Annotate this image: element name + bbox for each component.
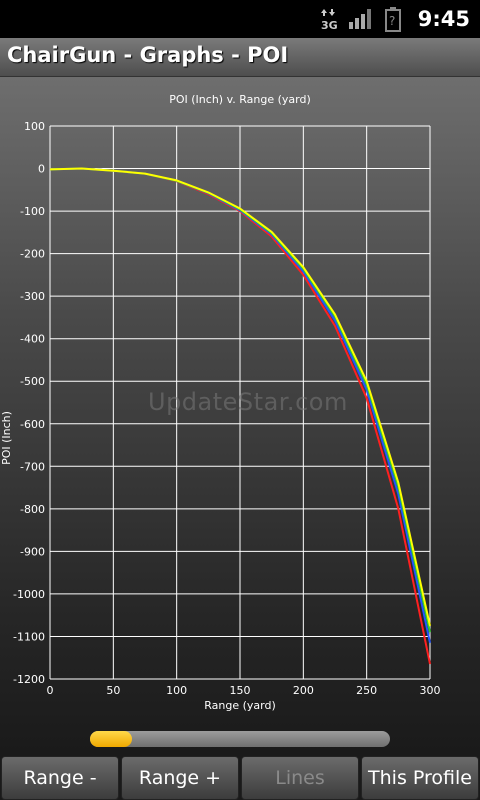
status-bar: 3G ? 9:45	[0, 0, 480, 38]
svg-text:?: ?	[389, 14, 395, 28]
series-lines	[49, 167, 431, 665]
range-minus-button[interactable]: Range -	[1, 756, 119, 800]
range-slider[interactable]	[90, 731, 390, 747]
y-tick-label: -1200	[13, 673, 45, 686]
y-axis-label: POI (Inch)	[0, 411, 13, 465]
graph-area: 0 50 100 150 200 250 300 100 0 -100 -200 -300 -400 -5…	[0, 77, 480, 754]
y-tick-label: -600	[20, 418, 45, 431]
poi-chart: 0 50 100 150 200 250 300 100 0 -100 -200 -300 -400 -5…	[0, 93, 441, 712]
y-tick-label: -900	[20, 545, 45, 558]
x-tick-label: 0	[47, 684, 54, 697]
y-tick-label: -700	[20, 460, 45, 473]
data-arrows-icon: 3G	[320, 7, 338, 31]
y-tick-label: -100	[20, 205, 45, 218]
app-title: ChairGun - Graphs - POI	[7, 43, 289, 67]
y-tick-label: -1100	[13, 630, 45, 643]
network-label: 3G	[321, 19, 338, 31]
y-tick-label: -200	[20, 248, 45, 261]
chart-title: POI (Inch) v. Range (yard)	[169, 93, 311, 106]
tick-labels: 0 50 100 150 200 250 300 100 0 -100 -200 -300 -400 -5…	[13, 120, 440, 697]
watermark: UpdateStar.com	[148, 388, 348, 416]
x-tick-label: 50	[106, 684, 120, 697]
x-tick-label: 150	[230, 684, 251, 697]
x-axis-label: Range (yard)	[204, 699, 276, 712]
status-time: 9:45	[417, 7, 470, 31]
battery-icon: ?	[384, 6, 402, 32]
bottom-button-bar: Range - Range + Lines This Profile	[0, 754, 480, 800]
signal-icon	[348, 8, 374, 30]
y-tick-label: -500	[20, 375, 45, 388]
x-tick-label: 100	[166, 684, 187, 697]
x-tick-label: 200	[293, 684, 314, 697]
lines-button[interactable]: Lines	[241, 756, 359, 800]
series-line	[49, 167, 431, 627]
range-slider-fill	[90, 731, 132, 747]
y-tick-label: 0	[38, 163, 45, 176]
range-plus-button[interactable]: Range +	[121, 756, 239, 800]
x-tick-label: 250	[356, 684, 377, 697]
y-tick-label: 100	[24, 120, 45, 133]
status-icons: 3G ? 9:45	[310, 0, 480, 38]
y-tick-label: -1000	[13, 588, 45, 601]
x-tick-label: 300	[420, 684, 441, 697]
this-profile-button[interactable]: This Profile	[361, 756, 479, 800]
y-tick-label: -300	[20, 290, 45, 303]
y-tick-label: -400	[20, 333, 45, 346]
y-tick-label: -800	[20, 503, 45, 516]
app-title-bar: ChairGun - Graphs - POI	[0, 38, 480, 77]
